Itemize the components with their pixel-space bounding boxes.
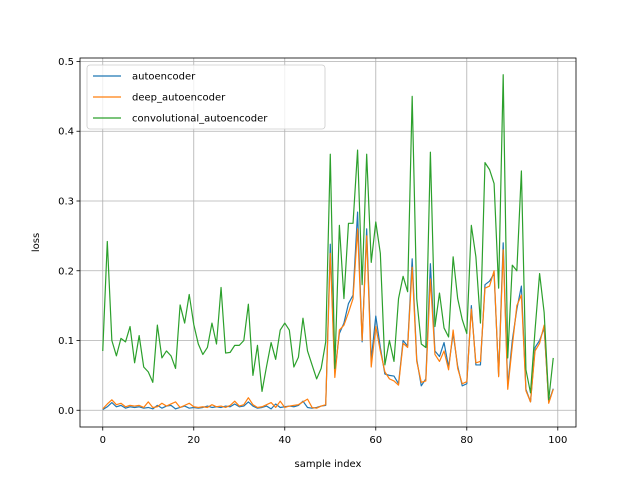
x-tick-label: 40: [278, 435, 291, 446]
x-tick-label: 20: [187, 435, 200, 446]
legend-box: [86, 64, 326, 130]
y-axis-label: loss: [31, 233, 42, 252]
axis-ticks: 0 20 40 60 80 100 0.0 0.1 0.2 0.3 0.4 0.5: [58, 57, 567, 446]
legend-label-convolutional-autoencoder: convolutional_autoencoder: [132, 114, 268, 125]
legend-label-deep-autoencoder: deep_autoencoder: [132, 93, 226, 104]
y-tick-label: 0.2: [58, 266, 74, 277]
x-axis-label: sample index: [295, 459, 362, 470]
plot-frame: [79, 57, 577, 428]
legend: autoencoder deep_autoencoder convolutional…: [86, 64, 326, 130]
y-tick-label: 0.1: [58, 336, 74, 347]
y-tick-label: 0.3: [58, 196, 74, 207]
y-tick-label: 0.0: [58, 406, 74, 417]
series-line-deep-autoencoder: [102, 228, 554, 410]
x-tick-label: 0: [100, 435, 106, 446]
y-tick-label: 0.4: [58, 127, 74, 138]
series-line-convolutional-autoencoder: [102, 74, 554, 401]
x-tick-label: 80: [460, 435, 473, 446]
x-tick-label: 60: [369, 435, 382, 446]
y-tick-label: 0.5: [58, 57, 74, 68]
series-lines: [102, 74, 554, 411]
legend-label-autoencoder: autoencoder: [132, 72, 196, 83]
x-tick-label: 100: [548, 435, 567, 446]
